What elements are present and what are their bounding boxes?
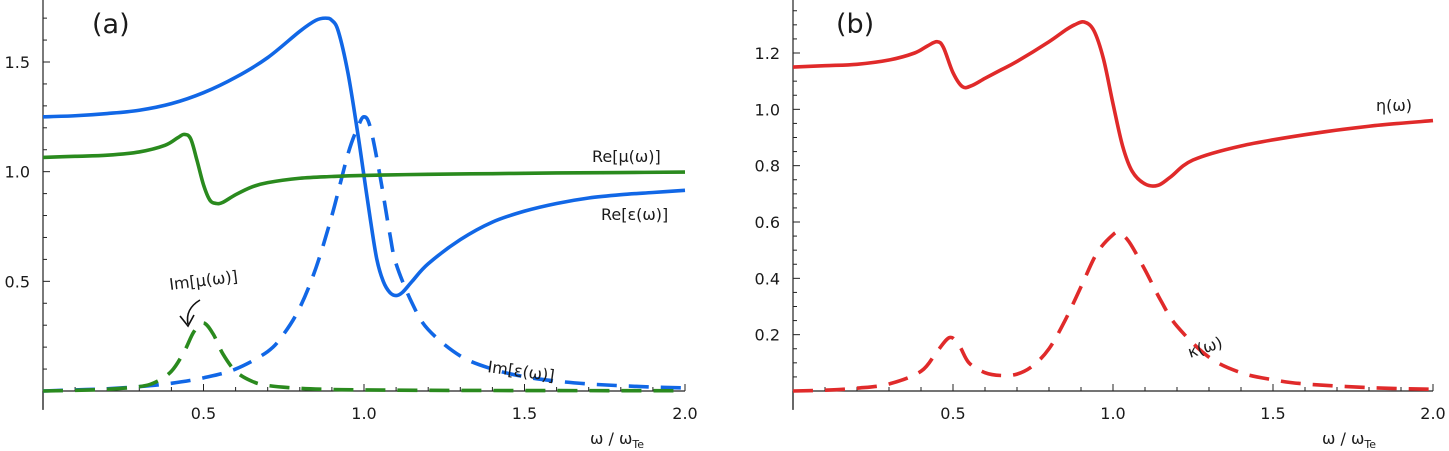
- x-tick-label: 1.5: [1260, 404, 1285, 423]
- y-tick-label: 1.0: [5, 163, 30, 182]
- y-tick-label: 0.2: [755, 326, 780, 345]
- x-tick-label: 0.5: [940, 404, 965, 423]
- panel-label: (a): [92, 9, 130, 40]
- y-tick-label: 1.5: [5, 53, 30, 72]
- series-line-re: [42, 132, 686, 206]
- y-tick-label: 1.0: [755, 100, 780, 119]
- x-axis-label: ω / ωTe: [1322, 429, 1376, 451]
- series-line-re: [42, 16, 686, 298]
- annotation-arrowhead: [179, 314, 195, 328]
- y-tick-label: 0.6: [755, 213, 780, 232]
- x-tick-label: 1.0: [1100, 404, 1125, 423]
- y-tick-label: 0.5: [5, 272, 30, 291]
- chart-panel-b: 0.5 1.0 1.5 2.0 0.2 0.4 0.6 0.8 1.0 1.2 ω / ωTe (b)…: [755, 0, 1446, 451]
- chart-panel-a: 0.5 1.0 1.5 2.0 0.5 1.0 1.5 ω / ωTe (a) Re[μ(ω)] R…: [5, 0, 698, 451]
- x-tick-label: 0.5: [191, 404, 216, 423]
- series-line-im: [42, 321, 686, 393]
- panel-label: (b): [836, 9, 874, 40]
- x-tick-label: 2.0: [672, 404, 697, 423]
- x-tick-label: 1.0: [351, 404, 376, 423]
- annotation-arrow: [186, 299, 201, 325]
- y-tick-label: 1.2: [755, 44, 780, 63]
- x-axis-label-subscript: Te: [1363, 438, 1376, 451]
- curve-annotation: κ(ω): [1185, 333, 1224, 362]
- series-line-: [792, 20, 1434, 188]
- y-tick-label: 0.8: [755, 157, 780, 176]
- curve-annotation: Re[μ(ω)]: [592, 147, 661, 166]
- series-line-im: [42, 115, 686, 393]
- x-tick-label: 2.0: [1420, 404, 1445, 423]
- y-tick-label: 0.4: [755, 269, 780, 288]
- x-axis-label-subscript: Te: [631, 438, 644, 451]
- curve-annotation: Re[ε(ω)]: [601, 205, 668, 224]
- x-tick-label: 1.5: [512, 404, 537, 423]
- curve-annotation: η(ω): [1376, 96, 1412, 115]
- curve-annotation: Im[μ(ω)]: [168, 267, 239, 294]
- x-axis-label: ω / ωTe: [590, 429, 644, 451]
- series-line-: [792, 230, 1434, 393]
- curve-annotation: Im[ε(ω)]: [486, 357, 555, 385]
